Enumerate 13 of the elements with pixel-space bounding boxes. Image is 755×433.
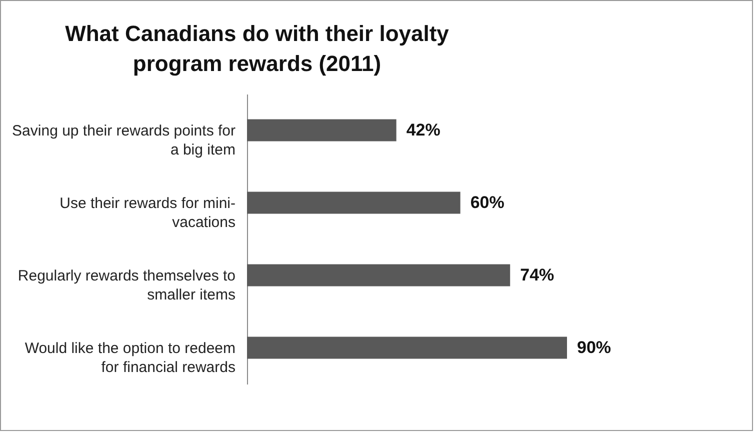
data-label: 42% <box>406 120 440 140</box>
bar <box>247 264 510 286</box>
y-tick-label: Use their rewards for mini-vacations <box>60 194 236 231</box>
y-tick-label: Saving up their rewards points for a big item <box>12 122 236 158</box>
bar <box>247 119 396 142</box>
data-label: 60% <box>470 192 504 212</box>
chart-title: What Canadians do with their loyalty program rewards (2011) <box>65 21 450 76</box>
bar <box>247 192 460 214</box>
data-label: 90% <box>577 338 612 357</box>
y-tick-label: Would like the option to redeem for financial rewards <box>24 340 236 376</box>
y-tick-label: Regularly rewards themselves to smaller items <box>18 267 236 304</box>
bar <box>247 336 567 359</box>
data-label: 74% <box>520 265 554 284</box>
